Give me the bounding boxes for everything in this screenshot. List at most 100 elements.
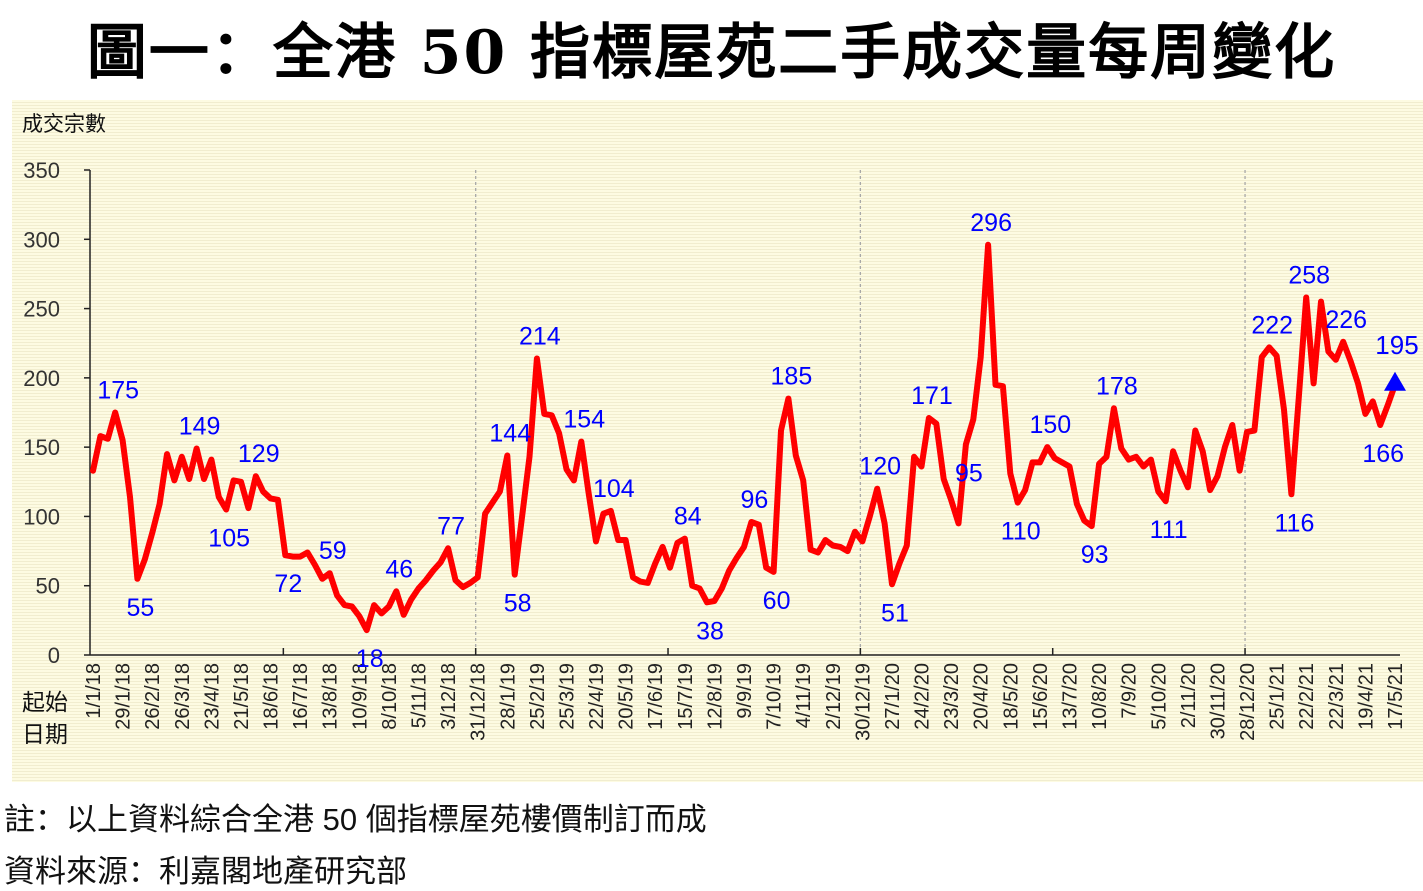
x-tick-label: 21/5/18: [231, 663, 253, 730]
y-tick-label: 0: [48, 643, 60, 668]
data-label: 178: [1096, 372, 1138, 400]
data-label: 59: [319, 537, 347, 565]
x-tick-label: 25/2/19: [527, 663, 549, 730]
chart-title: 圖一：全港 50 指標屋苑二手成交量每周變化: [86, 18, 1337, 88]
x-tick-label: 10/9/18: [349, 663, 371, 730]
chart-background: [12, 100, 1423, 782]
y-tick-label: 200: [23, 366, 60, 391]
data-label: 154: [563, 406, 605, 434]
x-tick-label: 20/4/20: [971, 663, 993, 730]
data-label: 95: [955, 459, 983, 487]
data-label: 144: [489, 419, 531, 447]
x-tick-labels: 1/1/18 29/1/18 26/2/18 26/3/18 23/4/18 21/5/1…: [83, 663, 1407, 741]
x-tick-label: 29/1/18: [113, 663, 135, 730]
data-label: 116: [1275, 509, 1315, 537]
x-tick-label: 19/4/21: [1355, 663, 1377, 730]
data-label: 214: [519, 322, 561, 350]
x-tick-label: 22/4/19: [586, 663, 608, 730]
x-tick-label: 9/9/19: [734, 663, 756, 719]
x-tick-label: 30/11/20: [1207, 663, 1229, 739]
data-label: 55: [126, 594, 154, 622]
x-tick-label: 12/8/19: [704, 663, 726, 730]
y-tick-label: 50: [36, 574, 60, 599]
x-tick-label: 22/3/21: [1326, 663, 1348, 730]
x-tick-label: 26/3/18: [172, 663, 194, 730]
x-tick-label: 17/6/19: [645, 663, 667, 730]
data-label: 110: [1001, 518, 1041, 546]
data-label: 258: [1288, 261, 1330, 289]
x-axis-label-line2: 日期: [22, 721, 68, 747]
data-label: 84: [674, 503, 702, 531]
x-tick-label: 27/1/20: [882, 663, 904, 730]
x-tick-label: 3/12/18: [438, 663, 460, 730]
data-label: 58: [504, 590, 532, 618]
x-tick-label: 13/7/20: [1060, 663, 1082, 730]
data-label: 166: [1362, 440, 1404, 468]
data-label: 46: [385, 555, 413, 583]
data-label: 185: [771, 363, 813, 391]
x-tick-label: 18/6/18: [261, 663, 283, 730]
x-tick-label: 24/2/20: [912, 663, 934, 730]
y-tick-label: 350: [23, 158, 60, 183]
data-label: 105: [208, 525, 250, 553]
data-label: 104: [593, 475, 635, 503]
x-tick-label: 28/12/20: [1237, 663, 1259, 741]
data-label: 93: [1081, 541, 1109, 569]
y-tick-label: 250: [23, 297, 60, 322]
footnote: 註：以上資料綜合全港 50 個指標屋苑樓價制訂而成: [4, 802, 707, 837]
data-label: 18: [356, 645, 384, 673]
x-tick-label: 22/2/21: [1296, 663, 1318, 730]
data-label: 38: [696, 617, 724, 645]
y-tick-label: 150: [23, 435, 60, 460]
x-tick-label: 5/10/20: [1148, 663, 1170, 730]
data-label: 77: [437, 512, 465, 540]
x-tick-label: 18/5/20: [1000, 663, 1022, 730]
x-tick-label: 23/3/20: [941, 663, 963, 730]
data-label: 120: [859, 453, 901, 481]
data-label: 171: [911, 382, 953, 410]
data-label: 175: [97, 377, 139, 405]
series-line: [90, 241, 1398, 634]
x-tick-label: 7/9/20: [1119, 663, 1141, 719]
data-label: 60: [763, 587, 791, 615]
x-tick-label: 2/12/19: [823, 663, 845, 730]
data-labels: 175 55 149 105 129 72 59 18 46 77 144 58 214 154 104 84…: [97, 209, 1418, 673]
data-label: 149: [179, 413, 221, 441]
y-tick-labels: 0 50 100 150 200 250 300 350: [23, 158, 60, 668]
x-tick-label: 15/7/19: [675, 663, 697, 730]
x-tick-label: 20/5/19: [616, 663, 638, 730]
x-tick-label: 8/10/18: [379, 663, 401, 730]
x-tick-label: 13/8/18: [320, 663, 342, 730]
x-tick-label: 10/8/20: [1089, 663, 1111, 730]
data-label: 129: [238, 440, 280, 468]
data-label: 195: [1375, 330, 1418, 360]
latest-value-marker: [1384, 371, 1406, 391]
x-tick-label: 5/11/18: [409, 663, 431, 728]
x-tick-label: 7/10/19: [764, 663, 786, 730]
x-tick-label: 1/1/18: [83, 663, 105, 719]
data-label: 296: [970, 209, 1012, 237]
x-tick-label: 30/12/19: [852, 663, 874, 741]
data-label: 111: [1150, 516, 1188, 544]
x-axis-label-line1: 起始: [22, 689, 68, 715]
source-note: 資料來源：利嘉閣地產研究部: [4, 854, 407, 889]
data-label: 222: [1251, 311, 1293, 339]
data-label: 96: [740, 486, 768, 514]
x-tick-label: 17/5/21: [1385, 663, 1407, 730]
axes: [84, 169, 1400, 656]
y-tick-label: 300: [23, 227, 60, 252]
x-tick-label: 26/2/18: [142, 663, 164, 730]
data-label: 51: [881, 599, 909, 627]
x-tick-label: 25/3/19: [556, 663, 578, 730]
x-tick-label: 15/6/20: [1030, 663, 1052, 730]
x-tick-label: 4/11/19: [793, 663, 815, 728]
x-tick-label: 2/11/20: [1178, 663, 1200, 728]
y-axis-label: 成交宗數: [22, 113, 106, 136]
x-tick-label: 23/4/18: [201, 663, 223, 730]
x-tick-label: 28/1/19: [497, 663, 519, 730]
y-tick-label: 100: [23, 504, 60, 529]
data-label: 226: [1325, 306, 1367, 334]
data-label: 72: [274, 570, 302, 598]
data-label: 150: [1029, 411, 1071, 439]
